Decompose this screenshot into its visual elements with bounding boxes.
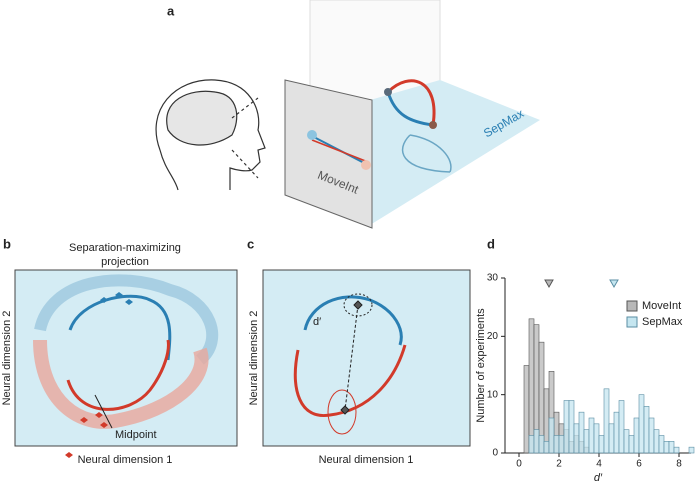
bar [553,435,560,454]
distance-line [344,304,359,411]
traj-red [386,79,436,126]
view-lines [231,97,259,179]
bar [653,429,660,454]
x-label: d′ [594,472,603,484]
bar [578,411,585,454]
bar [663,441,670,454]
head-diagram [155,79,266,191]
panel-title: Separation-maximizing [69,242,181,254]
bar [593,423,600,454]
bar [648,417,655,454]
mean-marker [544,279,554,289]
annotation: d′ [313,316,321,328]
bar [598,435,605,454]
bar [573,423,580,454]
y-tick-label: 0 [492,448,498,459]
traj-shadow [401,134,452,173]
bar [548,417,555,454]
blue-points [100,292,133,305]
proj-red [311,139,369,163]
panel-label: d [487,236,495,251]
bar [633,417,640,454]
x-label: Neural dimension 1 [78,454,173,466]
midpoints [340,300,363,415]
planes: MoveInt SepMax [284,0,540,229]
bar [528,318,535,454]
bar [543,441,550,454]
y-label: Neural dimension 2 [248,311,260,406]
red-traj [293,344,407,418]
mean-marker [609,279,619,289]
bar [643,406,650,454]
bar [628,435,635,454]
panel-title: projection [101,256,149,268]
y-tick-label: 30 [487,273,499,284]
traj-blue [386,91,434,127]
legend-swatch [626,300,638,312]
blue-bundle [34,274,219,365]
legend-swatch [626,316,638,328]
y-label: Neural dimension 2 [1,311,13,406]
x-tick-label: 6 [636,459,642,470]
x-label: Neural dimension 1 [319,454,414,466]
panel-label: b [3,236,11,251]
red-mean [66,339,170,411]
moveint-plane [284,79,373,229]
x-tick-label: 2 [556,459,562,470]
cluster-ellipse [343,293,373,317]
bar [533,429,540,454]
plot-area [262,269,471,447]
bar [613,411,620,454]
panel-label: c [247,236,254,251]
bar [618,400,625,454]
y-tick-label: 10 [487,389,499,400]
blue-mean [68,294,172,361]
sepmax-plane [370,80,540,225]
annotation: Midpoint [115,429,157,441]
bar [523,365,530,454]
bar [568,400,575,454]
y-label: Number of experiments [475,308,487,423]
legend-label: SepMax [642,316,683,328]
bar [588,417,595,454]
bar [688,446,695,454]
bar [608,423,615,454]
bar [623,429,630,454]
annotation-line [94,394,113,429]
endpoint [361,160,371,170]
cluster-ellipse [327,389,357,435]
bar [658,435,665,454]
red-points [65,412,108,458]
bar [638,394,645,454]
trajectories-c [293,293,407,435]
brain [166,90,238,146]
legend-label: MoveInt [642,300,681,312]
trajectories-b [33,274,219,458]
bar [563,400,570,454]
bar [528,435,535,454]
bar [673,446,680,454]
x-tick-label: 4 [596,459,602,470]
bar [538,435,545,454]
endpoint [307,130,317,140]
red-bundle [33,339,209,429]
x-tick-label: 0 [516,459,522,470]
panel-label: a [167,3,175,18]
endpoint [384,88,392,96]
endpoint [429,121,437,129]
x-tick-label: 8 [676,459,682,470]
bar [668,441,675,454]
bar [603,388,610,454]
bar [583,429,590,454]
histogram: 0 10 20 30 0 2 4 6 8 d′ Number of experiments MoveI… [475,273,695,484]
bar [558,435,565,454]
y-tick-label: 20 [487,331,499,342]
